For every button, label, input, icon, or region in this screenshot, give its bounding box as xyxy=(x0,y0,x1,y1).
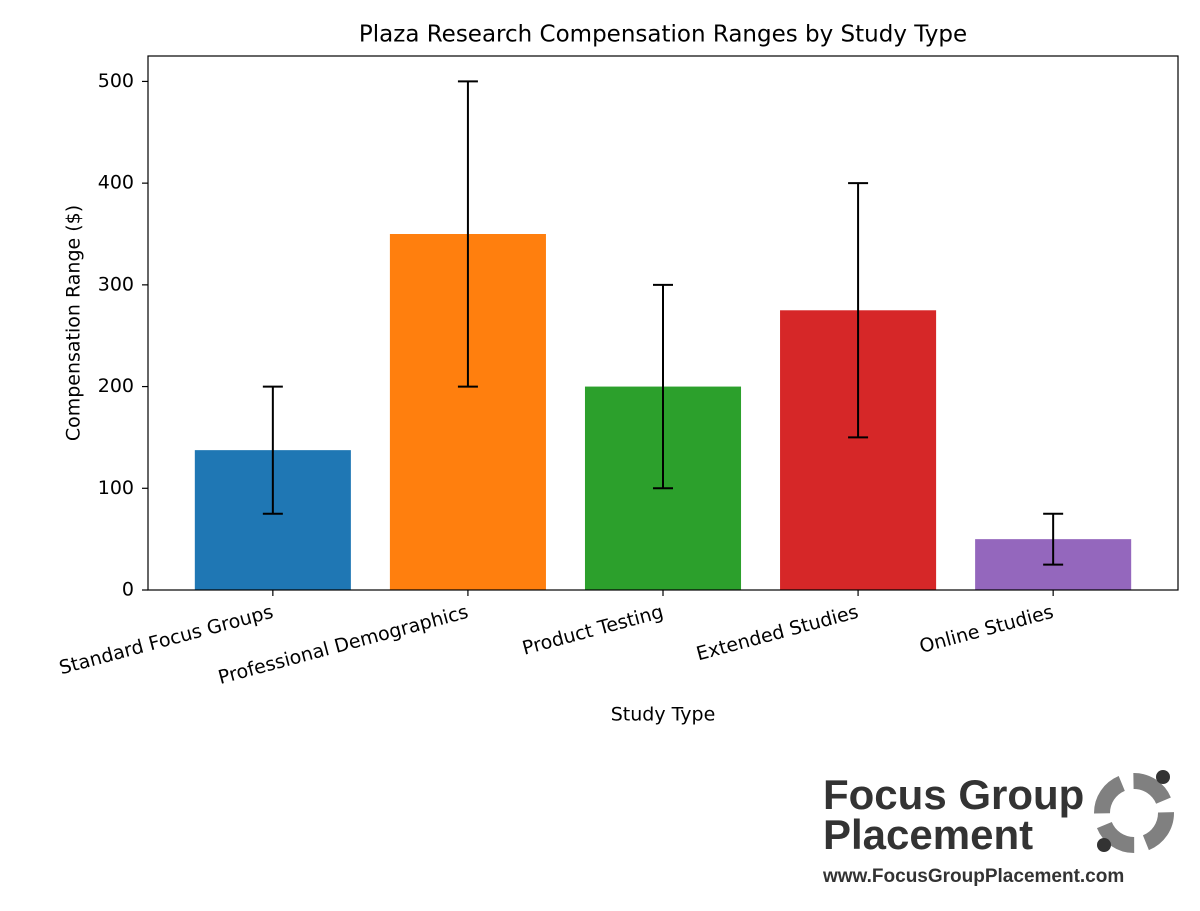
chart-title: Plaza Research Compensation Ranges by St… xyxy=(359,22,967,48)
x-axis-label: Study Type xyxy=(611,704,716,726)
logo-dot xyxy=(1156,770,1170,784)
error-bar xyxy=(1043,512,1064,566)
y-tick-label: 200 xyxy=(98,375,134,397)
logo: Focus Group Placement www.FocusGroupPlac… xyxy=(822,770,1174,887)
y-tick-label: 500 xyxy=(98,70,134,92)
x-tick-label: Extended Studies xyxy=(694,601,861,665)
logo-url: www.FocusGroupPlacement.com xyxy=(822,866,1124,887)
logo-line2: Placement xyxy=(823,811,1033,858)
x-tick-label: Online Studies xyxy=(917,601,1056,658)
error-bar xyxy=(653,283,673,490)
x-tick-label: Product Testing xyxy=(520,601,666,660)
logo-line1: Focus Group xyxy=(823,771,1084,818)
error-bar xyxy=(457,80,478,388)
y-tick-label: 0 xyxy=(122,579,134,601)
error-bar xyxy=(848,182,869,439)
y-tick-label: 400 xyxy=(98,172,134,194)
y-tick-label: 300 xyxy=(98,273,134,295)
logo-ring xyxy=(1094,773,1174,853)
plot-frame xyxy=(147,55,1179,591)
y-tick-label: 100 xyxy=(98,477,134,499)
y-axis-label: Compensation Range ($) xyxy=(63,205,85,441)
error-bar xyxy=(262,385,283,515)
logo-dot xyxy=(1097,838,1111,852)
